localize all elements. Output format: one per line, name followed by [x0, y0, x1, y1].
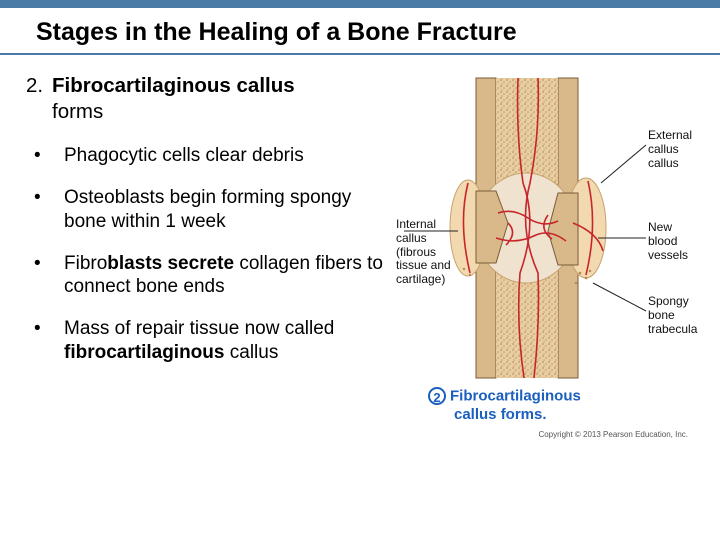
bullet-text: Mass of repair tissue now called fibroca… — [64, 317, 398, 365]
page-title: Stages in the Healing of a Bone Fracture — [0, 8, 720, 55]
diagram-column: External callus callus New blood vessels… — [398, 73, 698, 383]
bullet-list: • Phagocytic cells clear debris • Osteob… — [20, 144, 398, 364]
bullet-dot: • — [34, 252, 64, 300]
label-external-callus: External callus callus — [648, 129, 698, 170]
text-column: 2.Fibrocartilaginous callus forms • Phag… — [20, 73, 398, 383]
caption-line1: Fibrocartilaginous — [450, 388, 581, 405]
caption-line2: callus forms. — [454, 406, 547, 423]
label-new-blood-vessels: New blood vessels — [648, 221, 688, 262]
list-item: • Fibroblasts secrete collagen fibers to… — [20, 252, 398, 300]
list-number: 2. — [26, 73, 52, 99]
diagram-caption: 2Fibrocartilaginous callus forms. — [428, 387, 581, 423]
top-accent-bar — [0, 0, 720, 8]
copyright-text: Copyright © 2013 Pearson Education, Inc. — [538, 430, 688, 439]
bullet-dot: • — [34, 186, 64, 234]
step-number-badge: 2 — [428, 387, 446, 405]
label-internal-callus: Internal callus (fibrous tissue and cart… — [396, 218, 451, 287]
bone-diagram: External callus callus New blood vessels… — [398, 73, 698, 453]
numbered-heading: 2.Fibrocartilaginous callus forms — [20, 73, 398, 124]
list-item: • Osteoblasts begin forming spongy bone … — [20, 186, 398, 234]
bullet-text: Fibroblasts secrete collagen fibers to c… — [64, 252, 398, 300]
bullet-dot: • — [34, 317, 64, 365]
label-spongy-trabecula: Spongy bone trabecula — [648, 295, 697, 336]
bullet-dot: • — [34, 144, 64, 168]
heading-bold: Fibrocartilaginous callus — [52, 74, 295, 97]
bullet-text: Phagocytic cells clear debris — [64, 144, 398, 168]
bullet-text: Osteoblasts begin forming spongy bone wi… — [64, 186, 398, 234]
heading-rest: forms — [52, 100, 103, 123]
list-item: • Mass of repair tissue now called fibro… — [20, 317, 398, 365]
list-item: • Phagocytic cells clear debris — [20, 144, 398, 168]
content-row: 2.Fibrocartilaginous callus forms • Phag… — [0, 73, 720, 383]
